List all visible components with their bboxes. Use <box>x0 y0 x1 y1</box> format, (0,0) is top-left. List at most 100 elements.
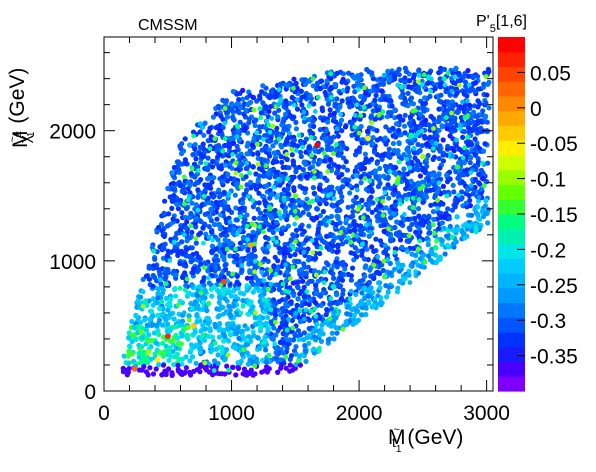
data-point <box>269 191 275 197</box>
data-point <box>140 289 146 295</box>
data-point <box>459 189 465 195</box>
data-point <box>195 303 201 309</box>
data-point <box>270 143 276 149</box>
data-point <box>286 123 292 129</box>
data-point <box>195 194 201 200</box>
data-point <box>302 348 308 354</box>
data-point <box>334 170 340 176</box>
data-point <box>155 313 161 319</box>
data-point <box>306 211 312 218</box>
data-point <box>155 328 161 334</box>
data-point <box>444 146 451 152</box>
data-point <box>302 160 308 166</box>
data-point <box>178 369 184 375</box>
data-point <box>205 320 211 326</box>
data-point <box>354 183 360 189</box>
data-point <box>472 146 478 152</box>
data-point <box>171 316 177 322</box>
data-point <box>288 237 294 243</box>
data-point <box>226 227 232 233</box>
data-point <box>257 224 262 230</box>
data-point <box>356 130 362 136</box>
highlight-point <box>154 357 161 363</box>
data-point <box>339 277 346 283</box>
data-point <box>291 185 297 191</box>
color-scale-segment <box>498 140 525 156</box>
data-point <box>266 147 272 153</box>
data-point <box>167 258 173 263</box>
data-point <box>328 71 334 77</box>
data-point <box>222 296 228 302</box>
data-point <box>306 103 312 109</box>
data-point <box>262 124 268 131</box>
data-point <box>231 226 237 232</box>
data-point <box>331 134 337 140</box>
data-point <box>450 182 456 188</box>
x-tick-label: 2000 <box>336 402 383 425</box>
data-point <box>179 356 185 362</box>
data-point <box>478 125 484 131</box>
data-point <box>339 128 345 134</box>
data-point <box>455 109 461 115</box>
data-point <box>334 96 340 102</box>
data-point <box>395 151 401 157</box>
data-point <box>147 316 153 323</box>
data-point <box>482 115 488 121</box>
data-point <box>170 216 176 222</box>
data-point <box>200 322 206 328</box>
data-point <box>200 141 206 147</box>
data-point <box>223 163 228 168</box>
data-point <box>347 190 353 196</box>
data-point <box>245 237 251 243</box>
data-point <box>131 324 137 330</box>
data-point <box>408 132 414 138</box>
color-scale-segment <box>498 332 525 348</box>
data-point <box>185 197 191 203</box>
data-point <box>182 214 189 220</box>
data-point <box>407 140 413 146</box>
data-point <box>340 164 347 170</box>
data-point <box>375 254 381 260</box>
data-point <box>477 181 483 187</box>
color-scale-tick-label: -0.35 <box>530 346 578 369</box>
data-point <box>234 330 240 336</box>
data-point <box>228 136 234 142</box>
data-point <box>181 310 187 316</box>
data-point <box>444 172 450 178</box>
data-point <box>171 193 177 199</box>
data-point <box>415 84 421 90</box>
data-point <box>370 108 376 114</box>
data-point <box>140 352 146 359</box>
data-point <box>364 246 370 252</box>
data-point <box>305 316 311 322</box>
data-point <box>331 196 337 201</box>
data-point <box>224 114 231 120</box>
data-point <box>247 357 253 363</box>
data-point <box>385 289 391 295</box>
data-point <box>174 201 180 207</box>
data-point <box>472 136 478 142</box>
data-point <box>241 223 247 230</box>
data-point <box>203 161 209 167</box>
data-point <box>314 194 320 200</box>
data-point <box>328 323 334 329</box>
data-point <box>272 341 278 347</box>
data-point <box>273 271 279 277</box>
data-point <box>324 307 330 313</box>
data-point <box>182 270 188 276</box>
data-point <box>196 254 202 260</box>
data-point <box>216 165 222 171</box>
data-point <box>374 160 380 166</box>
data-point <box>233 345 239 351</box>
data-point <box>312 169 317 174</box>
data-point <box>257 106 263 111</box>
data-point <box>337 140 343 146</box>
data-point <box>402 75 408 81</box>
data-point <box>222 136 228 141</box>
data-point <box>396 66 402 72</box>
data-point <box>343 159 349 165</box>
data-point <box>159 322 166 328</box>
data-point <box>484 92 490 98</box>
data-point <box>306 254 312 260</box>
data-point <box>330 243 336 249</box>
